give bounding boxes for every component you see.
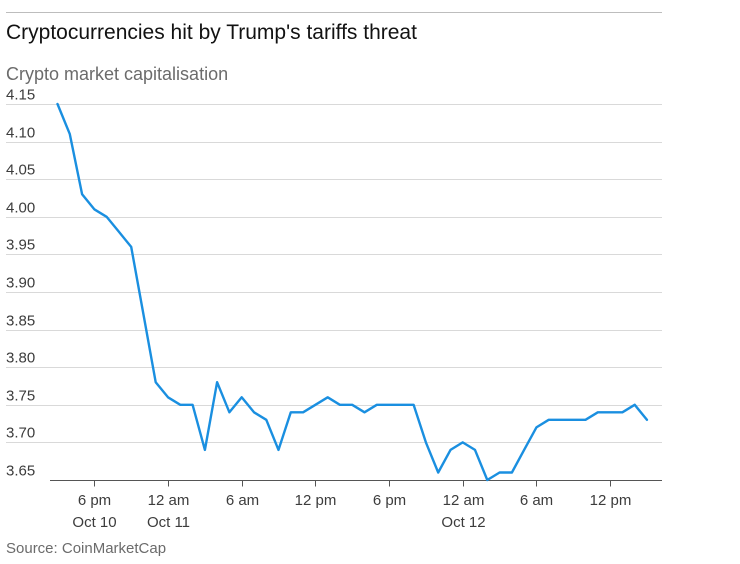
x-tick-label: 6 pm [78, 492, 111, 509]
chart-subtitle: Crypto market capitalisation [6, 64, 229, 84]
y-tick-label: 3.95 [6, 237, 35, 254]
x-tick-label: 6 am [520, 492, 553, 509]
y-tick-label: 3.80 [6, 350, 35, 367]
top-rule [6, 12, 662, 13]
y-tick-label: 3.85 [6, 313, 35, 330]
x-tick-label: 12 am [148, 492, 190, 509]
x-tick-date-label: Oct 11 [147, 514, 190, 531]
y-tick-label: 4.05 [6, 162, 35, 179]
y-tick-label: 3.75 [6, 388, 35, 405]
y-tick-label: 3.90 [6, 275, 35, 292]
x-tick-label: 6 am [226, 492, 259, 509]
x-tick-label: 12 am [443, 492, 485, 509]
x-tick-date-label: Oct 10 [72, 514, 116, 531]
gridlines [6, 104, 662, 443]
series-line [56, 102, 649, 482]
x-tick-date-label: Oct 12 [441, 514, 485, 531]
x-axis: 6 pm Oct 10 12 am Oct 11 6 am 12 pm 6 pm 12 am O… [50, 480, 662, 531]
source-note: Source: CoinMarketCap [6, 540, 167, 557]
series-layer [56, 102, 649, 482]
x-tick-label: 12 pm [295, 492, 337, 509]
x-tick-label: 6 pm [373, 492, 406, 509]
y-tick-label: 4.15 [6, 87, 35, 104]
y-tick-label: 3.65 [6, 463, 35, 480]
y-tick-label: 4.10 [6, 125, 35, 142]
x-tick-label: 12 pm [590, 492, 632, 509]
y-tick-label: 4.00 [6, 200, 35, 217]
y-tick-label: 3.70 [6, 425, 35, 442]
chart-title: Cryptocurrencies hit by Trump's tariffs … [6, 21, 417, 44]
y-axis-tick-labels: 4.15 4.10 4.05 4.00 3.95 3.90 3.85 3.80 3.75 3.70… [6, 87, 35, 480]
